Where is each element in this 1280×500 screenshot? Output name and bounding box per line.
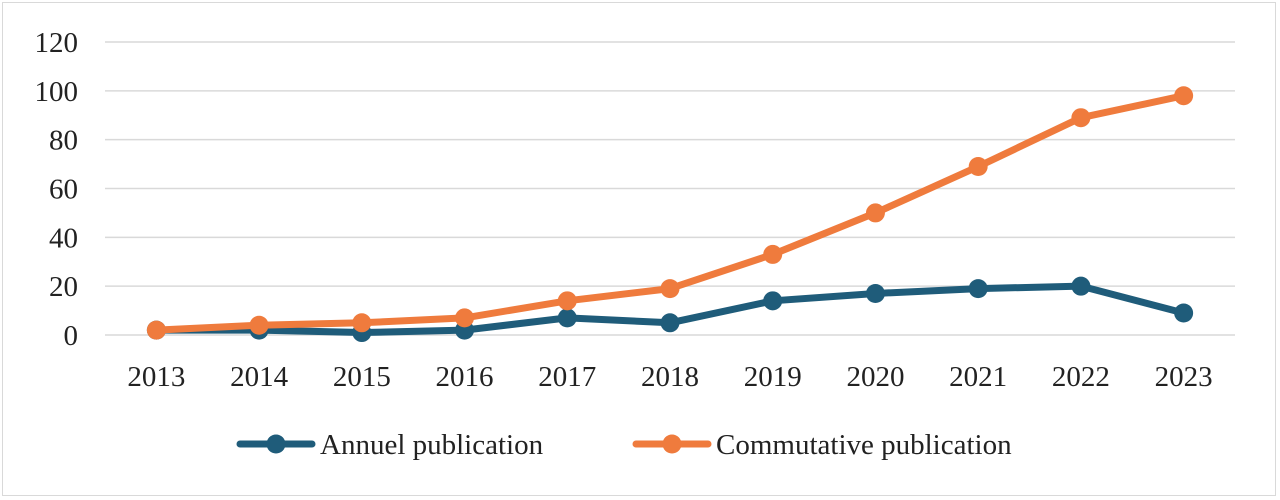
x-axis-ticks: 2013 2014 2015 2016 2017 2018 2019 2020 2021 2022… (127, 361, 1212, 393)
y-axis-ticks: 0 20 40 60 80 100 120 (35, 27, 79, 352)
x-tick-label: 2017 (538, 361, 596, 393)
x-tick-label: 2013 (127, 361, 185, 393)
x-tick-label: 2018 (641, 361, 699, 393)
data-point (1174, 86, 1194, 106)
x-tick-label: 2020 (846, 361, 904, 393)
series-2 (146, 86, 1194, 340)
legend: Annuel publication Commutative publicatio… (236, 429, 1012, 461)
x-tick-label: 2023 (1155, 361, 1213, 393)
x-tick-label: 2014 (230, 361, 289, 393)
y-tick-label: 120 (35, 27, 79, 59)
legend-marker (266, 434, 286, 454)
x-tick-label: 2019 (744, 361, 802, 393)
data-point (968, 157, 988, 177)
data-point (1174, 303, 1194, 323)
data-point (146, 320, 166, 340)
data-point (660, 279, 680, 299)
data-point (968, 279, 988, 299)
data-point (865, 283, 885, 303)
x-tick-label: 2015 (333, 361, 391, 393)
data-point (352, 313, 372, 333)
legend-item: Commutative publication (632, 429, 1012, 461)
legend-label: Commutative publication (716, 429, 1012, 461)
data-point (1071, 276, 1091, 296)
legend-marker (662, 434, 682, 454)
y-tick-label: 40 (49, 222, 78, 254)
y-tick-label: 60 (49, 174, 78, 206)
data-point (763, 291, 783, 311)
data-point (249, 315, 269, 335)
data-point (557, 308, 577, 328)
x-tick-label: 2021 (949, 361, 1007, 393)
data-point (455, 308, 475, 328)
data-point (763, 244, 783, 264)
legend-item: Annuel publication (236, 429, 544, 461)
legend-label: Annuel publication (320, 429, 544, 461)
data-point (660, 313, 680, 333)
series-group (146, 86, 1194, 343)
y-tick-label: 100 (35, 76, 79, 108)
data-point (557, 291, 577, 311)
data-point (865, 203, 885, 223)
x-tick-label: 2016 (436, 361, 494, 393)
x-tick-label: 2022 (1052, 361, 1110, 393)
y-tick-label: 80 (49, 125, 78, 157)
y-tick-label: 0 (64, 320, 79, 352)
data-point (1071, 108, 1091, 128)
y-tick-label: 20 (49, 271, 78, 303)
